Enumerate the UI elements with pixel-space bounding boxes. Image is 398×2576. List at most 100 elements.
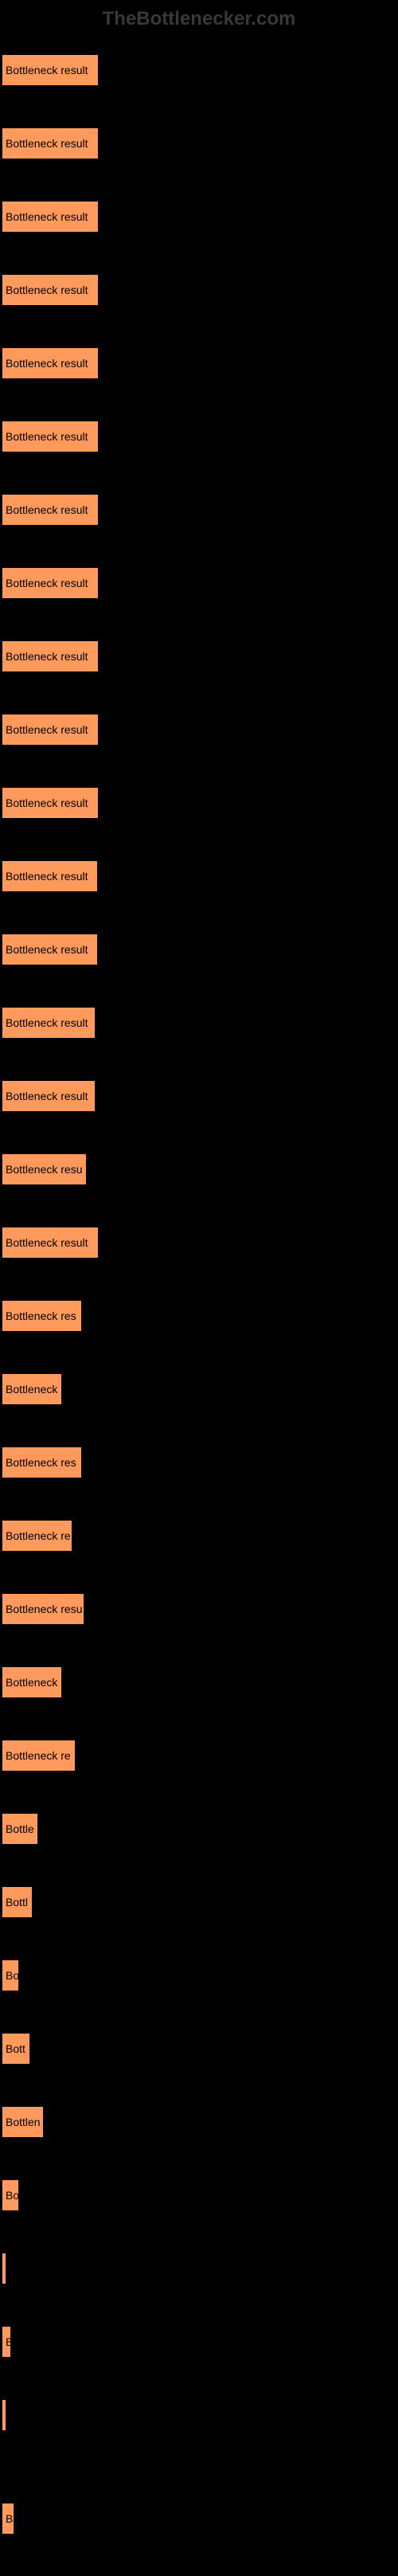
bar: Bottleneck result	[2, 860, 98, 892]
bar: Bottleneck	[2, 1373, 62, 1405]
bar: Bottleneck result	[2, 1007, 96, 1039]
bar-row: Bottleneck result	[2, 934, 396, 965]
bar: Bottleneck result	[2, 421, 99, 452]
bar-row: B	[2, 2326, 396, 2358]
bar-label: Bottleneck result	[6, 284, 88, 296]
bar-row: Bo	[2, 1959, 396, 1991]
bar-label: Bo	[6, 2189, 18, 2202]
bar-row: Bottleneck result	[2, 1007, 396, 1039]
bar-label: Bottleneck result	[6, 210, 88, 223]
bar: Bottleneck resu	[2, 1153, 87, 1185]
bar-row: Bo	[2, 2179, 396, 2211]
bar-label: Bottleneck result	[6, 943, 88, 956]
bar-row: B	[2, 2503, 396, 2535]
bar: Bottleneck res	[2, 1447, 82, 1478]
bar: Bottleneck result	[2, 714, 99, 746]
bar-row: Bottleneck	[2, 1666, 396, 1698]
bar: Bottleneck result	[2, 201, 99, 233]
bar-row: Bott	[2, 2033, 396, 2065]
bar-label: Bottleneck	[6, 1383, 57, 1396]
bar: Bottle	[2, 1813, 38, 1845]
bar-label: Bottleneck res	[6, 1310, 76, 1322]
bar-row: Bottleneck result	[2, 274, 396, 306]
bar-label: Bottle	[6, 1822, 34, 1835]
bar-row: Bottleneck result	[2, 1080, 396, 1112]
bar-label: Bottl	[6, 1896, 28, 1909]
bar	[2, 2399, 6, 2431]
bar-label: Bott	[6, 2042, 25, 2055]
bar: Bottleneck result	[2, 934, 98, 965]
bar	[2, 2253, 6, 2284]
bar: Bott	[2, 2033, 30, 2065]
bar-label: Bottleneck result	[6, 870, 88, 883]
bar-row: Bottleneck re	[2, 1520, 396, 1552]
bar-row: Bottl	[2, 1886, 396, 1918]
bar-label: Bottleneck result	[6, 650, 88, 663]
bar-label: Bottleneck resu	[6, 1163, 83, 1176]
bar-label: Bottleneck re	[6, 1749, 71, 1762]
bar-label: Bottleneck result	[6, 1016, 88, 1029]
bar-row: Bottleneck result	[2, 640, 396, 672]
bar-row: Bottleneck resu	[2, 1593, 396, 1625]
bar-label: Bottleneck result	[6, 430, 88, 443]
bar: Bottl	[2, 1886, 33, 1918]
bar: Bottleneck resu	[2, 1593, 84, 1625]
bar-label: Bottleneck re	[6, 1529, 71, 1542]
bar-row: Bottlen	[2, 2106, 396, 2138]
bar-label: Bottleneck result	[6, 1090, 88, 1102]
bar-label: Bottleneck result	[6, 577, 88, 589]
bar-row: Bottleneck res	[2, 1447, 396, 1478]
bar-row: Bottleneck result	[2, 54, 396, 86]
bar-row: Bottleneck resu	[2, 1153, 396, 1185]
bar: Bo	[2, 1959, 19, 1991]
bar: Bottlen	[2, 2106, 44, 2138]
bar: Bottleneck result	[2, 494, 99, 526]
bar-row: Bottleneck result	[2, 567, 396, 599]
bar-row: Bottleneck result	[2, 714, 396, 746]
bar-row: Bottleneck result	[2, 201, 396, 233]
bar-row: Bottleneck result	[2, 787, 396, 819]
bar-row: Bottleneck result	[2, 347, 396, 379]
bar: Bottleneck result	[2, 567, 99, 599]
bar: Bottleneck result	[2, 787, 99, 819]
bar: Bo	[2, 2179, 19, 2211]
bar-label: Bottleneck result	[6, 137, 88, 150]
bar-label: Bottleneck result	[6, 723, 88, 736]
bar-label: Bo	[6, 1969, 18, 1982]
bar-row: Bottleneck result	[2, 860, 396, 892]
bar: Bottleneck re	[2, 1740, 76, 1771]
bar: Bottleneck res	[2, 1300, 82, 1332]
bar: Bottleneck re	[2, 1520, 72, 1552]
bar-row: Bottleneck re	[2, 1740, 396, 1771]
bar-row	[2, 2399, 396, 2431]
bar-label: Bottleneck result	[6, 357, 88, 370]
bar-label: B	[6, 2335, 10, 2348]
bar: Bottleneck result	[2, 274, 99, 306]
bar-row: Bottleneck result	[2, 1227, 396, 1259]
bar-row: Bottle	[2, 1813, 396, 1845]
bar-row: Bottleneck result	[2, 421, 396, 452]
bar: Bottleneck	[2, 1666, 62, 1698]
bar-label: Bottleneck result	[6, 1236, 88, 1249]
bar-label: Bottleneck result	[6, 797, 88, 809]
bar-row: Bottleneck	[2, 1373, 396, 1405]
bar: Bottleneck result	[2, 640, 99, 672]
bar-label: Bottlen	[6, 2116, 41, 2128]
bar-label: Bottleneck	[6, 1676, 57, 1689]
bar: Bottleneck result	[2, 1227, 99, 1259]
bar-label: Bottleneck resu	[6, 1603, 83, 1615]
bar-row: Bottleneck result	[2, 127, 396, 159]
bar: B	[2, 2326, 11, 2358]
bar-label: B	[6, 2512, 13, 2525]
bar-label: Bottleneck result	[6, 64, 88, 76]
bar: Bottleneck result	[2, 347, 99, 379]
bar: Bottleneck result	[2, 1080, 96, 1112]
bar: B	[2, 2503, 14, 2535]
bar-row	[2, 2253, 396, 2284]
watermark-text: TheBottlenecker.com	[0, 0, 398, 54]
bar: Bottleneck result	[2, 127, 99, 159]
bar-row: Bottleneck result	[2, 494, 396, 526]
bar-chart: Bottleneck result Bottleneck result Bottle…	[0, 54, 398, 2535]
bar-row: Bottleneck res	[2, 1300, 396, 1332]
bar-label: Bottleneck res	[6, 1456, 76, 1469]
